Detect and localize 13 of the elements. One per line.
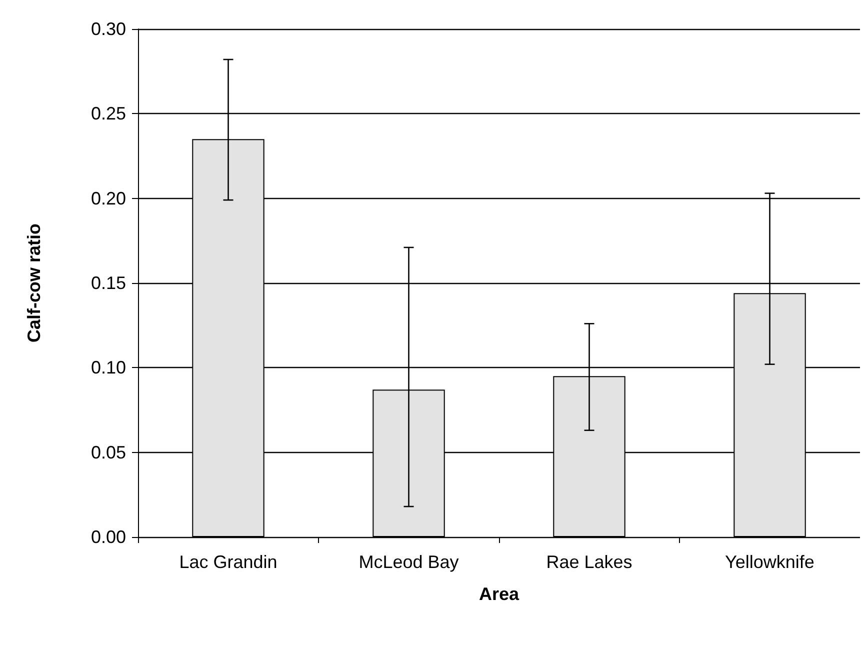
y-tick-label: 0.05	[90, 442, 126, 462]
y-tick-label: 0.00	[90, 527, 126, 547]
y-tick-label: 0.20	[90, 188, 126, 208]
y-axis-title: Calf-cow ratio	[24, 223, 44, 343]
y-tick-label: 0.25	[90, 104, 126, 124]
x-tick-label: Yellowknife	[725, 552, 814, 572]
y-tick-label: 0.10	[90, 358, 126, 378]
y-tick-label: 0.30	[90, 19, 126, 39]
y-tick-label: 0.15	[90, 273, 126, 293]
x-tick-label: Rae Lakes	[546, 552, 632, 572]
x-tick-label: McLeod Bay	[358, 552, 459, 572]
x-tick-label: Lac Grandin	[179, 552, 278, 572]
x-axis-title: Area	[478, 584, 520, 604]
